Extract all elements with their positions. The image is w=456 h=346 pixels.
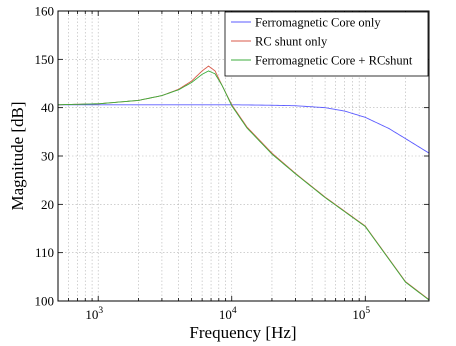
y-tick-label: 100 [35,294,55,309]
y-tick-label: 160 [35,4,55,19]
x-tick-label: 104 [219,306,237,322]
x-tick-label-exponent: 4 [232,306,237,316]
legend-box [224,11,429,77]
y-axis-title: Magnitude [dB] [8,101,27,210]
series-lines [57,65,430,301]
x-tick-label-exponent: 3 [98,306,103,316]
x-tick-label-base: 10 [352,307,365,322]
y-tick-label: 110 [35,245,54,260]
legend-label-3: Ferromagnetic Core + RCshunt [255,54,413,68]
x-tick-label-base: 10 [219,307,232,322]
x-tick-label-base: 10 [85,307,98,322]
y-tick-label: 150 [35,52,55,67]
y-tick-label: 40 [41,100,54,115]
series-line-3 [57,70,430,301]
y-tick-label: 20 [41,197,54,212]
x-tick-label: 105 [352,306,370,322]
series-line-1 [58,104,430,154]
x-tick-label: 103 [85,306,103,322]
legend-label-1: Ferromagnetic Core only [255,16,381,30]
y-tick-label: 30 [41,149,54,164]
x-axis-title: Frequency [Hz] [189,323,296,342]
x-tick-label-exponent: 5 [365,306,370,316]
legend-label-2: RC shunt only [255,35,328,49]
legend: Ferromagnetic Core only RC shunt only Ferr… [224,11,429,77]
